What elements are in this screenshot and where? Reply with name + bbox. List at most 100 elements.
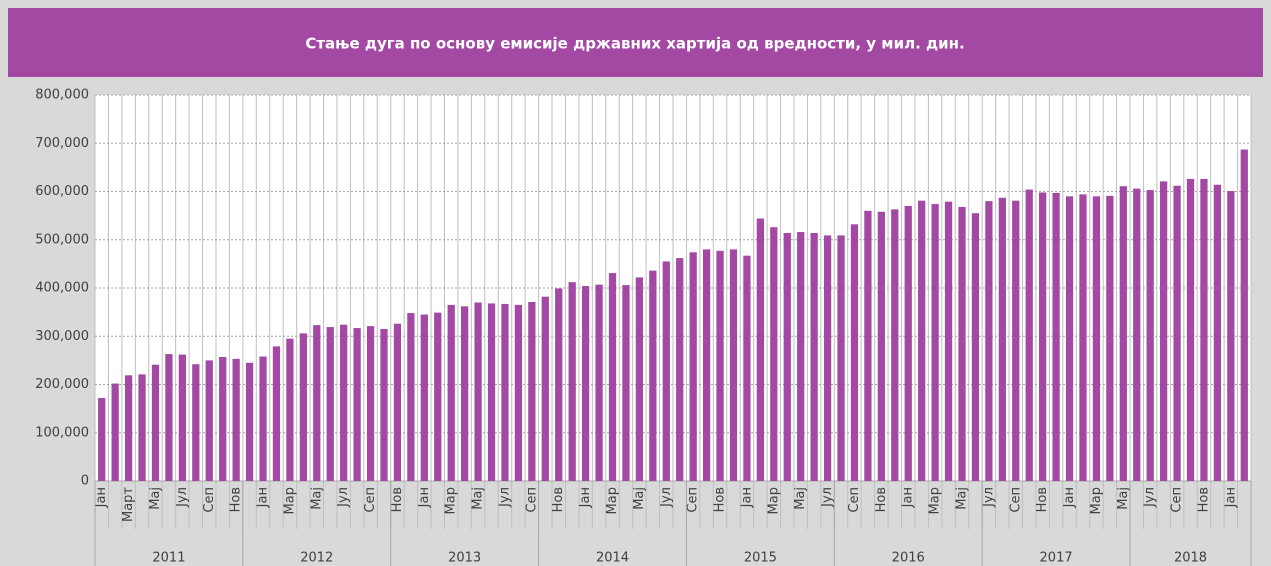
year-label: 2015 (744, 551, 777, 566)
x-tick-label: Јан (578, 487, 593, 508)
bar (151, 364, 160, 481)
bar (353, 328, 361, 481)
bar (178, 354, 187, 481)
x-tick-label: Јан (1062, 487, 1077, 508)
bar (635, 277, 644, 481)
bar (662, 261, 670, 481)
x-tick-label: Мар (282, 487, 297, 514)
y-tick-label: 400,000 (35, 281, 89, 296)
x-tick-label: Мај (632, 487, 647, 510)
bar (810, 232, 818, 481)
bar (1213, 184, 1222, 481)
bar (581, 286, 590, 481)
bar (877, 211, 885, 481)
x-tick-label: Сеп (686, 487, 701, 513)
bar (1052, 192, 1060, 481)
y-tick-label: 200,000 (35, 377, 89, 392)
bar (461, 306, 469, 481)
x-tick-label: Јул (659, 487, 674, 508)
bar (272, 346, 281, 481)
x-tick-label: Јул (820, 487, 835, 508)
bar (219, 356, 227, 481)
bar (205, 360, 213, 481)
x-tick-label: Јул (981, 487, 996, 508)
bar (756, 218, 765, 481)
bar (1012, 200, 1020, 482)
bar (595, 284, 603, 481)
x-tick-label: Јул (497, 487, 512, 508)
bar (528, 301, 536, 481)
year-label: 2012 (300, 551, 333, 566)
x-tick-label: Нов (551, 487, 566, 512)
x-tick-label: Мај (148, 487, 163, 510)
bar (420, 314, 428, 481)
bar (474, 302, 482, 481)
bar (971, 213, 980, 481)
bar (918, 200, 926, 482)
bar (1173, 185, 1181, 481)
y-tick-label: 0 (81, 474, 89, 489)
bar (501, 303, 509, 481)
bar (313, 325, 321, 481)
x-tick-label: Мај (471, 487, 486, 510)
year-label: 2011 (152, 551, 185, 566)
bar (823, 235, 832, 481)
bar (1079, 194, 1087, 481)
x-tick-label: Јул (1143, 487, 1158, 508)
bar (985, 201, 993, 481)
bar (393, 323, 402, 481)
x-tick-label: Нов (1196, 487, 1211, 512)
bar (608, 273, 617, 481)
bar (904, 205, 912, 481)
x-tick-label: Март (121, 487, 136, 522)
bar (998, 197, 1006, 481)
x-tick-label: Мар (766, 487, 781, 514)
bar (931, 204, 939, 482)
bar (165, 354, 173, 481)
bar (138, 374, 146, 481)
bar (98, 398, 106, 481)
x-tick-label: Јан (1223, 487, 1238, 508)
bar (192, 364, 200, 481)
year-label: 2017 (1040, 551, 1073, 566)
bar (232, 358, 240, 481)
bar (716, 250, 724, 481)
bar (676, 258, 684, 481)
bar (259, 356, 267, 481)
bar (1227, 191, 1235, 481)
year-label: 2013 (448, 551, 481, 566)
bar (434, 312, 442, 481)
bar (380, 329, 388, 481)
x-tick-label: Нов (390, 487, 405, 512)
x-tick-label: Сеп (1008, 487, 1023, 513)
bar (340, 324, 348, 481)
x-tick-label: Јан (256, 487, 271, 508)
x-tick-label: Мај (793, 487, 808, 510)
x-tick-label: Нов (1035, 487, 1050, 512)
bar (729, 249, 738, 481)
x-tick-label: Мај (1116, 487, 1131, 510)
x-tick-label: Мар (605, 487, 620, 514)
bar (622, 285, 630, 481)
bar (770, 227, 778, 481)
bar (649, 270, 657, 481)
x-tick-label: Мар (444, 487, 459, 514)
year-label: 2016 (892, 551, 925, 566)
bar (1133, 188, 1141, 482)
x-tick-label: Мар (928, 487, 943, 514)
bar (864, 210, 872, 482)
bar (541, 296, 549, 481)
x-tick-label: Мар (1089, 487, 1104, 514)
y-tick-label: 700,000 (35, 136, 89, 151)
bar (850, 224, 859, 481)
bar (245, 362, 254, 481)
y-tick-label: 800,000 (35, 88, 89, 103)
x-tick-label: Јул (175, 487, 190, 508)
bar (111, 383, 119, 481)
x-tick-label: Сеп (524, 487, 539, 513)
bar (568, 282, 576, 481)
bar (1025, 189, 1033, 481)
x-tick-label: Јан (417, 487, 432, 508)
bar (407, 313, 415, 481)
